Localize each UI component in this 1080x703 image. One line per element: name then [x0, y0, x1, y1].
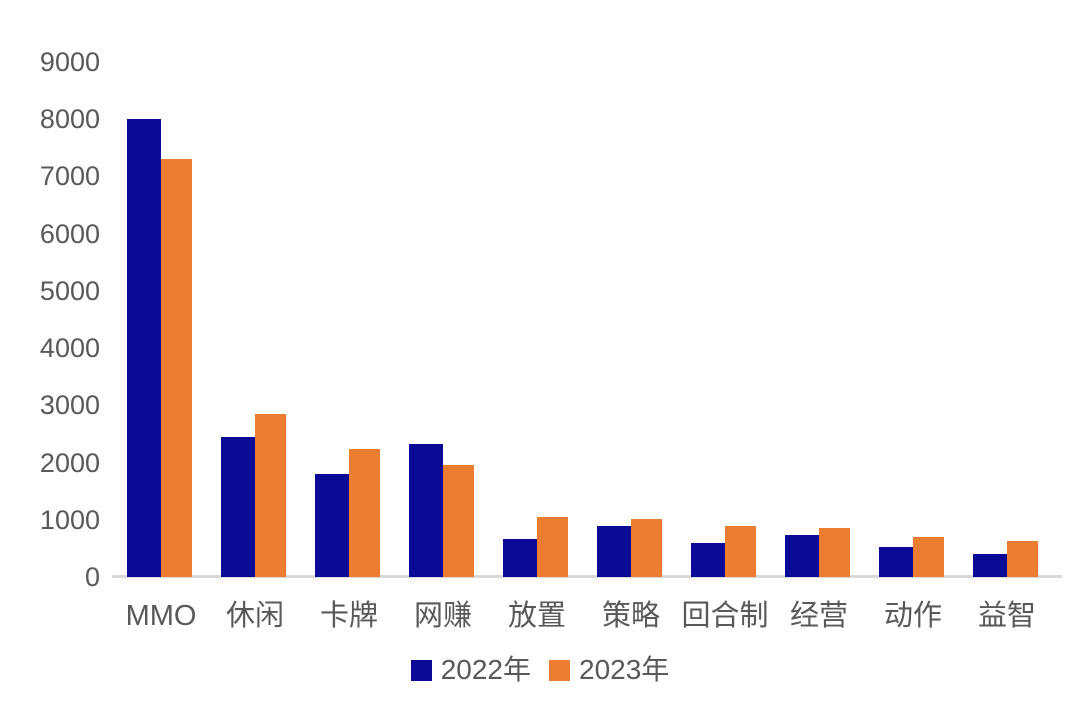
y-axis-tick-label: 7000	[39, 161, 100, 192]
bar-2022年-MMO	[127, 119, 161, 577]
bar-2022年-动作	[879, 547, 913, 577]
bar-2023年-策略	[631, 519, 662, 577]
x-axis-label-MMO: MMO	[125, 600, 197, 632]
y-axis-tick-label: 9000	[39, 47, 100, 77]
legend-item-2022年: 2022年	[410, 654, 531, 685]
bar-2023年-休闲	[255, 414, 286, 577]
y-axis-tick-label: 4000	[39, 333, 100, 364]
x-axis-label-经营: 经营	[789, 600, 848, 632]
x-axis-line	[112, 575, 1062, 578]
bar-2023年-网赚	[443, 465, 474, 577]
x-axis-label-动作: 动作	[883, 600, 942, 632]
bar-2023年-动作	[913, 536, 944, 577]
bar-2023年-MMO	[161, 159, 192, 577]
x-axis-label-网赚: 网赚	[413, 600, 472, 632]
bar-2023年-经营	[819, 527, 850, 577]
y-axis-tick-label: 3000	[39, 390, 100, 421]
bar-2023年-益智	[1007, 540, 1038, 577]
bar-2022年-放置	[503, 539, 537, 577]
y-axis-tick-label: 0	[84, 562, 100, 592]
legend-swatch-icon	[410, 659, 432, 681]
y-axis-tick-label: 2000	[39, 447, 100, 478]
legend-item-2023年: 2023年	[549, 655, 669, 685]
y-axis-tick-label: 6000	[39, 218, 100, 249]
x-axis-label-益智: 益智	[977, 600, 1036, 632]
x-axis-label-卡牌: 卡牌	[319, 600, 378, 632]
legend-label: 2023年	[579, 654, 670, 685]
y-axis-tick-label: 5000	[39, 275, 100, 306]
bar-2022年-策略	[597, 526, 631, 577]
bar-2022年-益智	[973, 553, 1007, 577]
y-axis-tick-label: 8000	[39, 104, 100, 135]
legend: 2022年 2023年	[0, 655, 1080, 685]
bar-2022年-休闲	[221, 436, 255, 577]
x-axis-label-策略: 策略	[601, 600, 660, 632]
bar-2022年-回合制	[691, 542, 725, 577]
x-axis-label-休闲: 休闲	[225, 600, 284, 632]
y-axis-tick-label: 1000	[39, 504, 100, 535]
x-axis-label-放置: 放置	[507, 600, 566, 632]
bar-2022年-卡牌	[315, 474, 349, 577]
bar-2022年-经营	[785, 535, 819, 577]
x-axis-label-回合制: 回合制	[681, 600, 769, 632]
bar-2023年-回合制	[725, 525, 756, 577]
legend-swatch-icon	[549, 659, 570, 681]
bar-2023年-卡牌	[349, 449, 380, 577]
legend-label: 2022年	[440, 654, 531, 685]
bar-2022年-网赚	[409, 444, 443, 577]
bar-2023年-放置	[537, 517, 568, 577]
